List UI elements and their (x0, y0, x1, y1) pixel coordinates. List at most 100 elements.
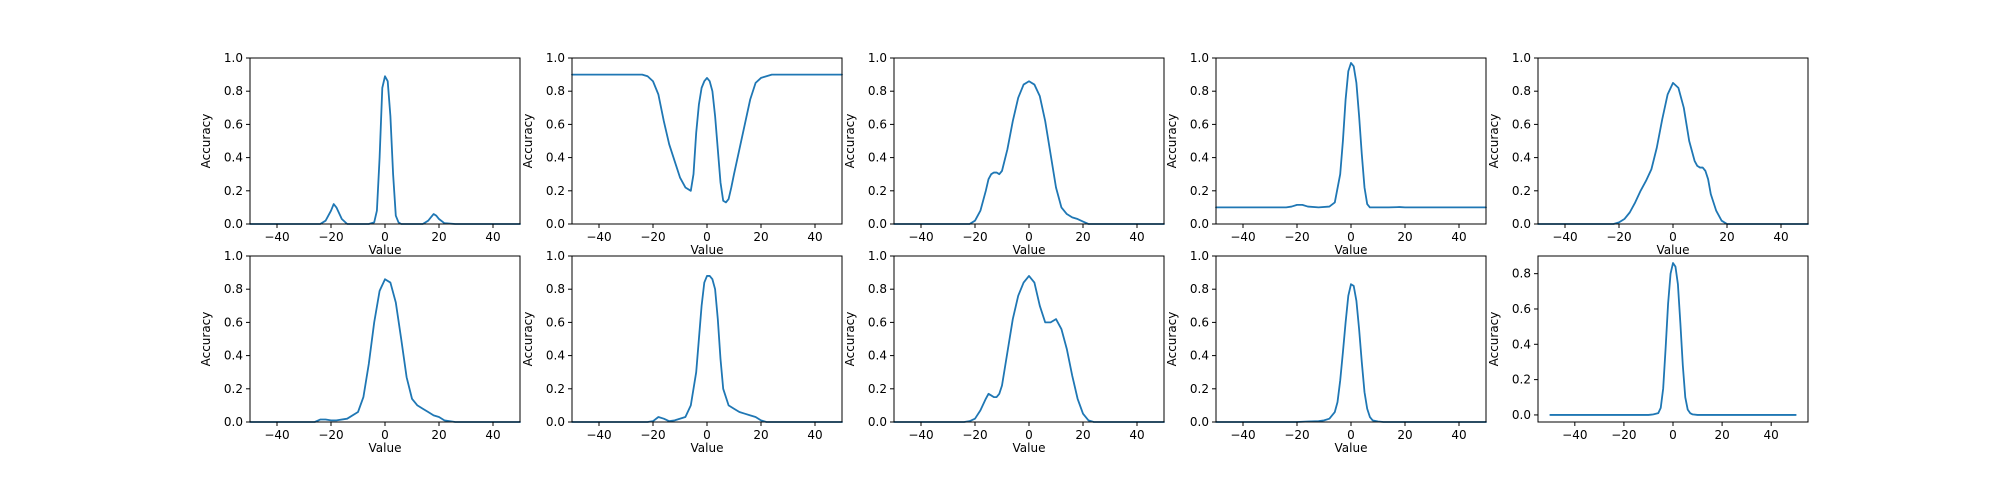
chart-2-x-tick-label: 20 (753, 230, 768, 244)
chart-2: −40 −20 0 20 40 0.0 0.2 0.4 0.6 0.8 1.0 Value Accura… (521, 51, 843, 257)
chart-5-y-tick-label: 0.8 (1512, 84, 1531, 98)
chart-4-x-tick-label: 0 (1347, 230, 1355, 244)
chart-6-y-tick-label: 0.8 (224, 282, 243, 296)
chart-3-x-tick-label: −40 (908, 230, 933, 244)
chart-2-x-tick-label: −40 (586, 230, 611, 244)
chart-2-y-axis-label: Accuracy (521, 114, 535, 169)
chart-8-x-tick-label: 40 (1129, 428, 1144, 442)
chart-8-x-tick-label: −20 (962, 428, 987, 442)
chart-7-y-tick-label: 0.4 (546, 349, 565, 363)
chart-10-x-tick-label: −20 (1611, 428, 1636, 442)
chart-2-x-tick-label: −20 (640, 230, 665, 244)
chart-1-x-tick-label: 20 (431, 230, 446, 244)
chart-10-x-tick-label: 20 (1714, 428, 1729, 442)
chart-6-y-tick-label: 0.6 (224, 315, 243, 329)
chart-1-x-tick-label: 40 (485, 230, 500, 244)
chart-6-series-line (249, 278, 521, 423)
chart-3-series-line (893, 80, 1165, 225)
chart-7-y-tick-label: 0.0 (546, 415, 565, 429)
chart-7-x-tick-label: −20 (640, 428, 665, 442)
chart-3-x-tick-label: 20 (1075, 230, 1090, 244)
chart-2-y-tick-label: 0.6 (546, 117, 565, 131)
chart-9-x-axis-label: Value (1335, 441, 1368, 455)
chart-5-series-line (1537, 82, 1809, 225)
chart-2-x-tick-label: 0 (703, 230, 711, 244)
chart-10-y-tick-label: 0.8 (1512, 267, 1531, 281)
chart-10-y-tick-label: 0.4 (1512, 337, 1531, 351)
chart-1-x-tick-label: 0 (381, 230, 389, 244)
chart-2-x-tick-label: 40 (807, 230, 822, 244)
chart-6-x-tick-label: 0 (381, 428, 389, 442)
chart-8-y-tick-label: 1.0 (868, 249, 887, 263)
chart-3-y-tick-label: 0.6 (868, 117, 887, 131)
chart-7-y-tick-label: 0.2 (546, 382, 565, 396)
chart-6-x-tick-label: −20 (318, 428, 343, 442)
chart-1-y-tick-label: 0.4 (224, 151, 243, 165)
chart-7-y-axis-label: Accuracy (521, 312, 535, 367)
chart-4: −40 −20 0 20 40 0.0 0.2 0.4 0.6 0.8 1.0 Value Accura… (1165, 51, 1487, 257)
chart-7-y-tick-label: 0.6 (546, 315, 565, 329)
chart-2-y-tick-label: 0.2 (546, 184, 565, 198)
chart-5-y-tick-label: 0.0 (1512, 217, 1531, 231)
chart-10: −40 −20 0 20 40 0.0 0.2 0.4 0.6 0.8 Accuracy (1487, 255, 1809, 442)
chart-6-y-tick-label: 0.0 (224, 415, 243, 429)
chart-1-series-line (249, 75, 521, 225)
chart-3-x-axis-label: Value (1013, 243, 1046, 257)
chart-1-y-tick-label: 0.6 (224, 117, 243, 131)
chart-2-x-axis-label: Value (691, 243, 724, 257)
chart-3-x-tick-label: 0 (1025, 230, 1033, 244)
chart-10-y-tick-label: 0.0 (1512, 408, 1531, 422)
chart-10-frame (1537, 255, 1809, 423)
chart-9-x-tick-label: 40 (1451, 428, 1466, 442)
chart-7-series-line (571, 275, 843, 423)
chart-1-y-tick-label: 0.2 (224, 184, 243, 198)
chart-7: −40 −20 0 20 40 0.0 0.2 0.4 0.6 0.8 1.0 Value Accura… (521, 249, 843, 455)
chart-9-y-tick-label: 0.8 (1190, 282, 1209, 296)
chart-5-x-tick-label: −40 (1552, 230, 1577, 244)
chart-8-y-tick-label: 0.0 (868, 415, 887, 429)
chart-5-x-axis-label: Value (1657, 243, 1690, 257)
chart-7-y-tick-label: 0.8 (546, 282, 565, 296)
chart-1-y-tick-label: 1.0 (224, 51, 243, 65)
chart-4-x-axis-label: Value (1335, 243, 1368, 257)
chart-3-y-tick-label: 0.8 (868, 84, 887, 98)
chart-10-y-tick-label: 0.6 (1512, 302, 1531, 316)
chart-9-x-tick-label: 0 (1347, 428, 1355, 442)
chart-5: −40 −20 0 20 40 0.0 0.2 0.4 0.6 0.8 1.0 Value Accura… (1487, 51, 1809, 257)
chart-6-x-tick-label: 40 (485, 428, 500, 442)
chart-8-y-tick-label: 0.4 (868, 349, 887, 363)
chart-4-x-tick-label: −40 (1230, 230, 1255, 244)
chart-5-x-tick-label: 40 (1773, 230, 1788, 244)
chart-2-y-tick-label: 0.4 (546, 151, 565, 165)
chart-7-x-tick-label: 20 (753, 428, 768, 442)
chart-9-y-tick-label: 0.0 (1190, 415, 1209, 429)
chart-9-x-tick-label: −40 (1230, 428, 1255, 442)
chart-10-x-tick-label: 40 (1764, 428, 1779, 442)
chart-10-x-tick-label: −40 (1562, 428, 1587, 442)
chart-9-series-line (1215, 283, 1487, 423)
chart-5-y-tick-label: 0.2 (1512, 184, 1531, 198)
chart-8-y-tick-label: 0.6 (868, 315, 887, 329)
chart-3-y-tick-label: 0.0 (868, 217, 887, 231)
chart-7-y-tick-label: 1.0 (546, 249, 565, 263)
chart-9-y-axis-label: Accuracy (1165, 312, 1179, 367)
chart-4-x-tick-label: 40 (1451, 230, 1466, 244)
chart-1-y-tick-label: 0.8 (224, 84, 243, 98)
chart-8-x-tick-label: 0 (1025, 428, 1033, 442)
chart-8-y-axis-label: Accuracy (843, 312, 857, 367)
chart-4-y-tick-label: 0.2 (1190, 184, 1209, 198)
chart-7-x-tick-label: 0 (703, 428, 711, 442)
chart-3-x-tick-label: 40 (1129, 230, 1144, 244)
chart-4-series-line (1215, 62, 1487, 209)
chart-9-frame (1215, 255, 1487, 423)
chart-6-y-tick-label: 0.4 (224, 349, 243, 363)
chart-5-x-tick-label: 0 (1669, 230, 1677, 244)
chart-10-x-tick-label: 0 (1669, 428, 1677, 442)
chart-4-x-tick-label: 20 (1397, 230, 1412, 244)
chart-4-y-tick-label: 0.6 (1190, 117, 1209, 131)
chart-1-x-axis-label: Value (369, 243, 402, 257)
chart-6-x-axis-label: Value (369, 441, 402, 455)
chart-2-y-tick-label: 0.8 (546, 84, 565, 98)
chart-4-y-axis-label: Accuracy (1165, 114, 1179, 169)
